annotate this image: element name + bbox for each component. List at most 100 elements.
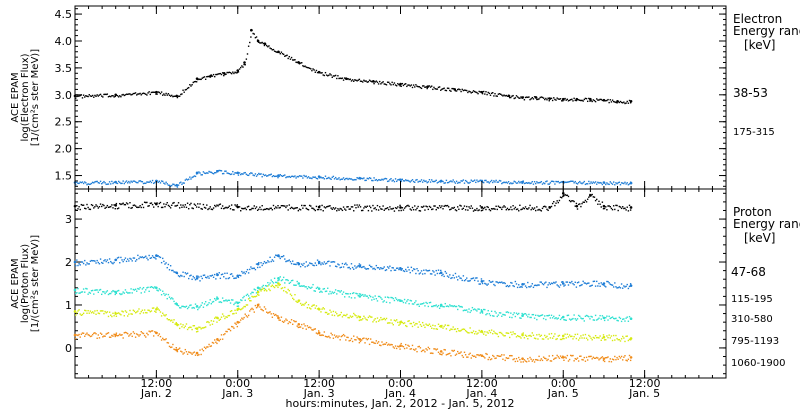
series-dot bbox=[618, 286, 621, 288]
series-dot bbox=[619, 340, 622, 342]
series-dot bbox=[350, 316, 353, 318]
series-dot bbox=[512, 182, 514, 184]
series-dot bbox=[363, 265, 365, 268]
series-dot bbox=[286, 176, 288, 178]
series-dot bbox=[219, 318, 222, 321]
series-dot bbox=[165, 92, 167, 95]
series-dot bbox=[556, 200, 558, 202]
series-dot bbox=[593, 357, 596, 360]
series-dot bbox=[193, 81, 196, 83]
series-dot bbox=[348, 266, 350, 269]
series-dot bbox=[250, 293, 252, 295]
series-dot bbox=[415, 84, 417, 86]
series-dot bbox=[486, 312, 488, 315]
series-dot bbox=[367, 178, 370, 180]
series-dot bbox=[401, 82, 404, 85]
series-dot bbox=[373, 82, 375, 85]
series-dot bbox=[147, 92, 149, 94]
series-dot bbox=[586, 359, 589, 361]
series-dot bbox=[330, 207, 332, 209]
series-dot bbox=[488, 92, 491, 95]
series-dot bbox=[539, 315, 541, 317]
series-dot bbox=[479, 354, 482, 356]
series-dot bbox=[249, 310, 251, 312]
series-dot bbox=[353, 312, 355, 315]
series-dot bbox=[95, 95, 97, 98]
series-dot bbox=[280, 279, 283, 282]
series-dot bbox=[406, 270, 408, 272]
series-dot bbox=[80, 314, 83, 316]
series-dot bbox=[284, 320, 286, 322]
series-dot bbox=[553, 315, 555, 318]
series-dot bbox=[548, 282, 550, 284]
series-dot bbox=[186, 353, 189, 355]
series-dot bbox=[193, 351, 196, 353]
y-tick-label: 4.0 bbox=[55, 35, 73, 48]
series-dot bbox=[204, 301, 207, 303]
series-dot bbox=[414, 181, 416, 183]
series-dot bbox=[236, 71, 239, 74]
series-dot bbox=[268, 174, 270, 176]
series-dot bbox=[238, 321, 241, 323]
series-dot bbox=[355, 179, 357, 181]
series-dot bbox=[221, 313, 224, 315]
series-dot bbox=[334, 74, 337, 77]
data-point bbox=[73, 288, 77, 292]
data-point bbox=[602, 335, 606, 339]
x-tick-time-label: 12:00 bbox=[466, 377, 498, 390]
series-dot bbox=[282, 255, 285, 257]
series-dot bbox=[425, 348, 427, 350]
series-dot bbox=[238, 308, 241, 310]
series-dot bbox=[469, 311, 471, 314]
series-dot bbox=[622, 102, 624, 104]
series-dot bbox=[269, 256, 271, 259]
series-dot bbox=[540, 358, 543, 360]
series-dot bbox=[399, 348, 401, 350]
series-dot bbox=[152, 182, 155, 185]
series-dot bbox=[612, 100, 615, 103]
series-dot bbox=[550, 332, 553, 335]
series-dot bbox=[442, 305, 444, 308]
series-dot bbox=[624, 102, 626, 105]
series-dot bbox=[555, 338, 557, 341]
series-dot bbox=[600, 182, 602, 184]
series-dot bbox=[314, 209, 317, 212]
series-dot bbox=[299, 175, 302, 177]
series-dot bbox=[589, 100, 591, 102]
series-dot bbox=[275, 313, 277, 316]
series-dot bbox=[149, 310, 151, 313]
series-dot bbox=[324, 263, 327, 265]
series-dot bbox=[585, 201, 588, 203]
series-dot bbox=[586, 339, 589, 341]
series-dot bbox=[591, 182, 593, 185]
y-axis-label-line: ACE EPAM bbox=[10, 258, 21, 308]
series-dot bbox=[263, 306, 266, 308]
series-dot bbox=[234, 204, 236, 206]
series-dot bbox=[473, 179, 476, 181]
series-dot bbox=[574, 333, 576, 336]
series-dot bbox=[614, 318, 616, 320]
series-dot bbox=[443, 306, 445, 308]
series-dot bbox=[171, 346, 173, 348]
series-dot bbox=[314, 290, 317, 292]
series-dot bbox=[165, 314, 167, 316]
series-dot bbox=[100, 261, 103, 264]
series-dot bbox=[190, 178, 192, 180]
series-dot bbox=[532, 359, 535, 361]
series-dot bbox=[333, 291, 336, 294]
series-dot bbox=[424, 209, 426, 211]
series-dot bbox=[437, 304, 440, 307]
series-dot bbox=[289, 207, 292, 210]
series-dot bbox=[295, 320, 297, 323]
series-dot bbox=[311, 305, 313, 308]
series-dot bbox=[264, 288, 267, 291]
series-dot bbox=[496, 181, 498, 183]
data-point bbox=[629, 356, 633, 359]
series-dot bbox=[553, 358, 555, 361]
series-795-1193 bbox=[73, 282, 633, 343]
series-dot bbox=[201, 277, 203, 280]
y-tick-label: 2.0 bbox=[55, 143, 73, 156]
series-dot bbox=[172, 321, 174, 324]
series-dot bbox=[357, 294, 359, 297]
series-dot bbox=[331, 76, 333, 79]
